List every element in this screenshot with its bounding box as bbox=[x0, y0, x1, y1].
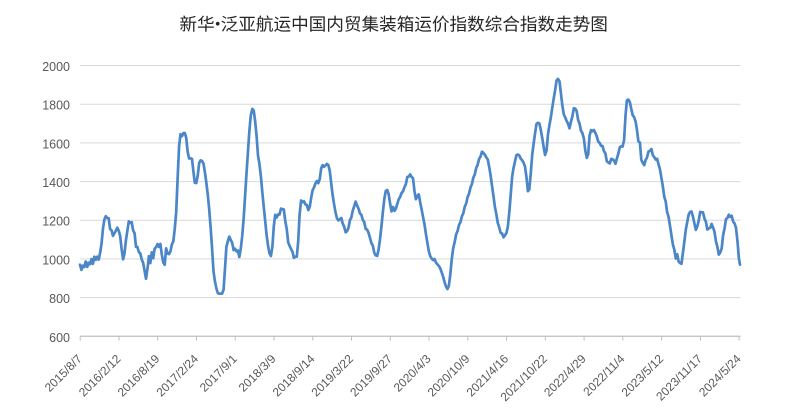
svg-text:1600: 1600 bbox=[42, 137, 70, 151]
svg-text:1800: 1800 bbox=[42, 99, 70, 113]
svg-text:1000: 1000 bbox=[42, 253, 70, 267]
svg-text:2000: 2000 bbox=[42, 60, 70, 74]
svg-text:1200: 1200 bbox=[42, 215, 70, 229]
svg-text:800: 800 bbox=[49, 292, 70, 306]
svg-text:1400: 1400 bbox=[42, 176, 70, 190]
svg-text:600: 600 bbox=[49, 331, 70, 345]
